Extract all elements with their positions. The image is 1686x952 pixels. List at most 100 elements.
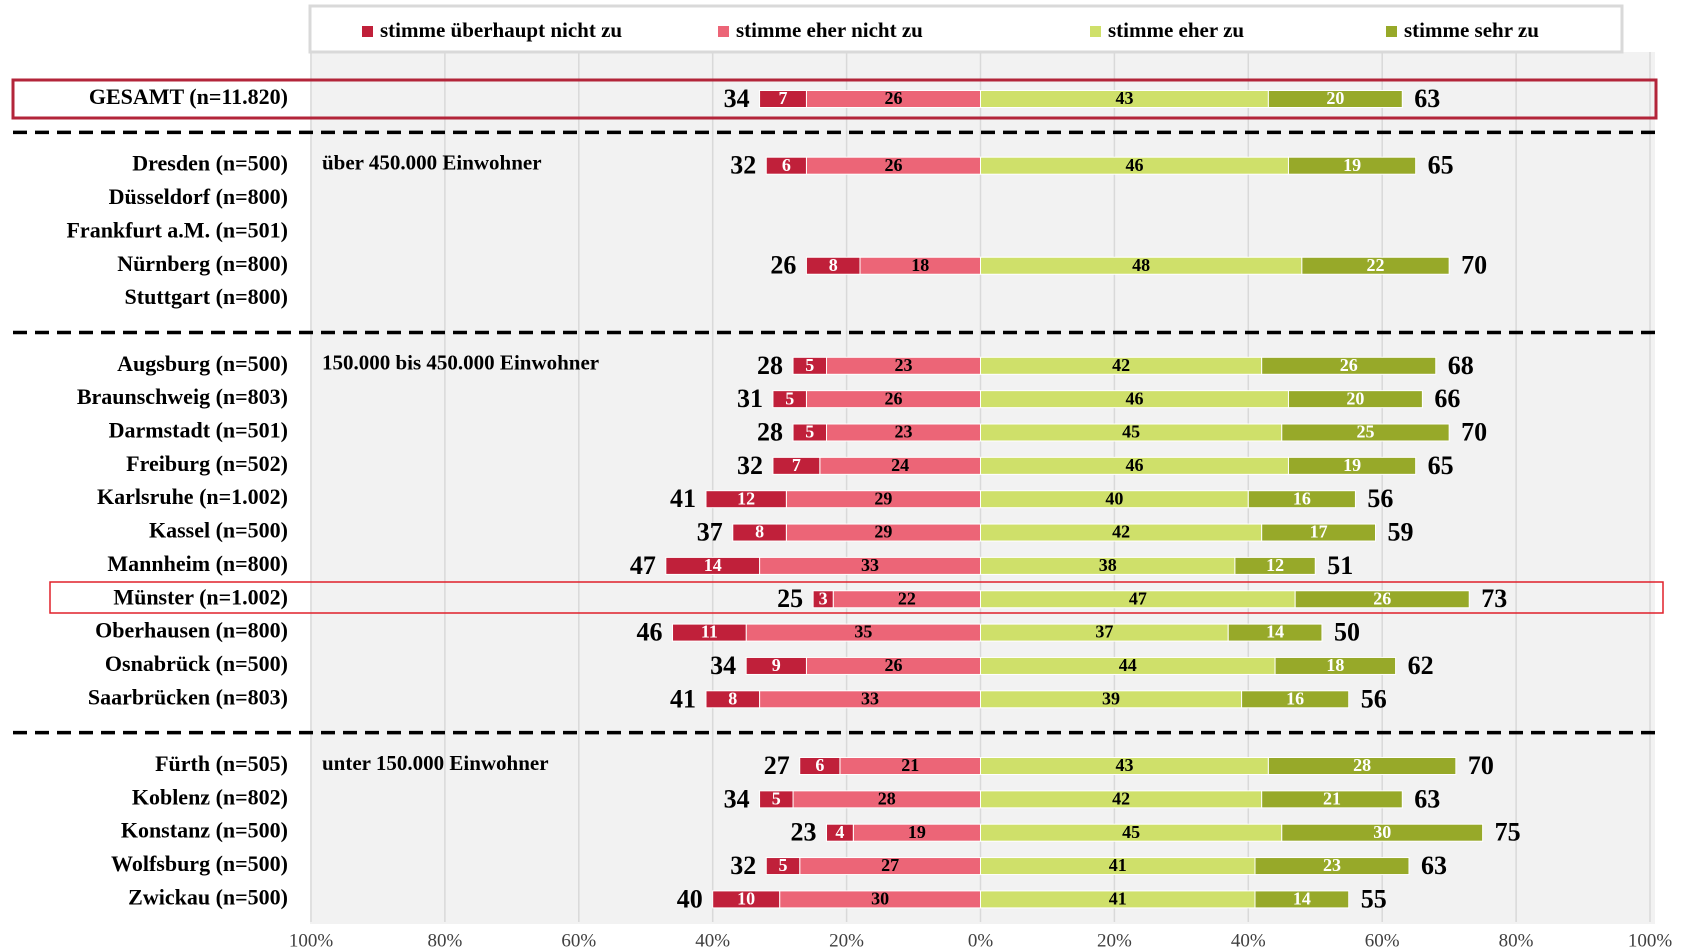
- total-label: 55: [1361, 884, 1387, 913]
- segment-label: 26: [884, 388, 902, 408]
- x-tick-label: 40%: [695, 930, 730, 951]
- group-label: über 450.000 Einwohner: [322, 151, 542, 175]
- bar-segment: [1241, 690, 1350, 709]
- segment-label: 26: [1373, 588, 1391, 608]
- total-label: 51: [1327, 551, 1353, 580]
- total-label: 73: [1481, 584, 1507, 613]
- segment-label: 43: [1115, 755, 1133, 775]
- total-label: 70: [1468, 751, 1494, 780]
- segment-label: 12: [737, 488, 755, 508]
- segment-label: 29: [874, 522, 892, 542]
- category-label: Freiburg (n=502): [126, 451, 288, 476]
- bar-segment: [1294, 590, 1470, 609]
- legend-label: stimme eher zu: [1108, 18, 1244, 42]
- category-label: Darmstadt (n=501): [109, 418, 288, 443]
- category-label: Braunschweig (n=803): [77, 384, 288, 409]
- legend-box: [308, 4, 1624, 54]
- category-label: Fürth (n=505): [155, 751, 288, 776]
- segment-label: 35: [854, 622, 872, 642]
- segment-label: 16: [1293, 488, 1311, 508]
- total-label: 26: [770, 251, 796, 280]
- category-label: Düsseldorf (n=800): [109, 184, 288, 209]
- category-label: Augsburg (n=500): [117, 351, 288, 376]
- segment-label: 39: [1102, 688, 1120, 708]
- segment-label: 17: [1310, 522, 1328, 542]
- total-label: 70: [1461, 417, 1487, 446]
- segment-label: 16: [1286, 688, 1304, 708]
- bar-segment: [732, 523, 787, 542]
- bar-segment: [1261, 356, 1437, 375]
- segment-label: 26: [884, 155, 902, 175]
- bar-segment: [772, 456, 821, 475]
- segment-label: 43: [1115, 88, 1133, 108]
- bar-segment: [705, 490, 787, 509]
- bar-segment: [1267, 90, 1403, 108]
- total-label: 32: [730, 851, 756, 880]
- segment-label: 30: [871, 889, 889, 909]
- bar-segment: [1287, 456, 1417, 475]
- segment-label: 20: [1326, 88, 1344, 108]
- bar-segment: [1274, 656, 1397, 675]
- segment-label: 28: [1353, 755, 1371, 775]
- segment-label: 5: [772, 788, 781, 808]
- total-label: 34: [710, 651, 736, 680]
- bar-segment: [665, 556, 761, 575]
- bar-segment: [1227, 623, 1323, 642]
- segment-label: 5: [785, 388, 794, 408]
- category-label: Osnabrück (n=500): [105, 651, 288, 676]
- segment-label: 23: [895, 422, 913, 442]
- segment-label: 5: [805, 422, 814, 442]
- segment-label: 3: [819, 588, 828, 608]
- bar-segment: [792, 356, 828, 375]
- segment-label: 18: [911, 255, 929, 275]
- segment-label: 18: [1326, 655, 1344, 675]
- segment-label: 8: [755, 522, 764, 542]
- segment-label: 47: [1129, 588, 1147, 608]
- x-tick-label: 80%: [1499, 930, 1534, 951]
- total-label: 27: [764, 751, 790, 780]
- total-label: 46: [637, 618, 663, 647]
- bar-segment: [1261, 523, 1377, 542]
- bar-segment: [805, 256, 861, 275]
- legend-swatch: [1386, 26, 1397, 37]
- segment-label: 14: [1293, 889, 1311, 909]
- bar-segment: [1254, 857, 1410, 876]
- bar-segment: [705, 690, 761, 709]
- bar-segment: [745, 656, 807, 675]
- category-label: Nürnberg (n=800): [117, 251, 288, 276]
- total-label: 41: [670, 684, 696, 713]
- total-label: 56: [1367, 484, 1393, 513]
- segment-label: 6: [815, 755, 824, 775]
- x-tick-label: 80%: [427, 930, 462, 951]
- segment-label: 37: [1095, 622, 1113, 642]
- segment-label: 24: [891, 455, 909, 475]
- legend-swatch: [1090, 26, 1101, 37]
- total-label: 40: [677, 884, 703, 913]
- segment-label: 45: [1122, 822, 1140, 842]
- segment-label: 14: [1266, 622, 1284, 642]
- total-label: 41: [670, 484, 696, 513]
- category-label: Zwickau (n=500): [128, 884, 288, 909]
- bar-segment: [1247, 490, 1356, 509]
- x-tick-label: 60%: [1365, 930, 1400, 951]
- bar-segment: [765, 156, 807, 175]
- total-label: 32: [730, 151, 756, 180]
- segment-label: 11: [701, 622, 718, 642]
- bar-segment: [826, 823, 854, 842]
- total-label: 23: [791, 818, 817, 847]
- segment-label: 5: [805, 355, 814, 375]
- category-label: Dresden (n=500): [132, 151, 288, 176]
- segment-label: 6: [782, 155, 791, 175]
- segment-label: 46: [1125, 455, 1143, 475]
- total-label: 65: [1428, 451, 1454, 480]
- total-label: 47: [630, 551, 656, 580]
- segment-label: 48: [1132, 255, 1150, 275]
- segment-label: 7: [778, 88, 787, 108]
- segment-label: 33: [861, 688, 879, 708]
- segment-label: 14: [704, 555, 722, 575]
- segment-label: 26: [1340, 355, 1358, 375]
- segment-label: 7: [792, 455, 801, 475]
- category-label: Konstanz (n=500): [121, 818, 288, 843]
- segment-label: 10: [737, 889, 755, 909]
